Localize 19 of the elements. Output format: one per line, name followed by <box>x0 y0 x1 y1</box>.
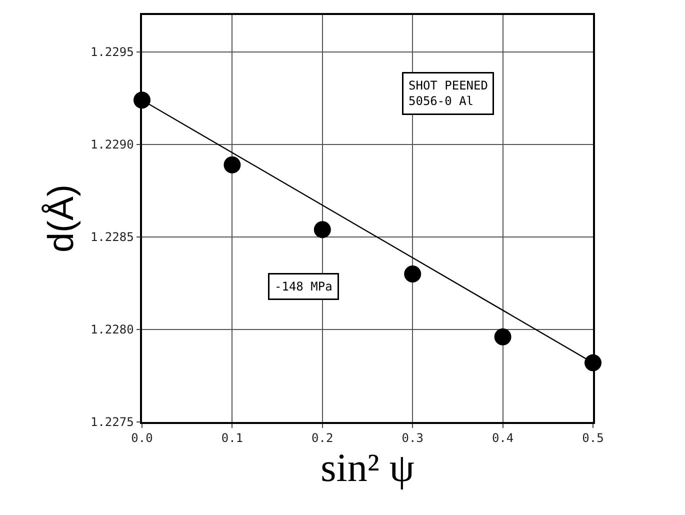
y-tick-label: 1.2280 <box>90 322 134 337</box>
x-tick-label: 0.4 <box>492 431 514 446</box>
x-tick-label: 0.3 <box>402 431 424 446</box>
y-tick-label: 1.2295 <box>90 45 134 60</box>
y-tick-label: 1.2275 <box>90 415 134 430</box>
point <box>314 221 331 238</box>
x-tick-label: 0.2 <box>312 431 334 446</box>
y-tick-label: 1.2285 <box>90 230 134 244</box>
annotation: -148 MPa <box>274 280 332 294</box>
x-tick-label: 0.1 <box>221 431 244 446</box>
annotation: SHOT PEENED 5056-0 Al <box>408 78 488 108</box>
x-axis-title: sin² ψ <box>320 445 414 490</box>
point <box>224 156 241 174</box>
x-tick-label: 0.0 <box>131 431 153 446</box>
point <box>404 266 422 282</box>
x-tick-label: 0.5 <box>582 431 604 446</box>
y-tick-label: 1.2290 <box>90 138 134 152</box>
y-axis-title: d(Å) <box>40 184 81 253</box>
point <box>494 328 512 346</box>
